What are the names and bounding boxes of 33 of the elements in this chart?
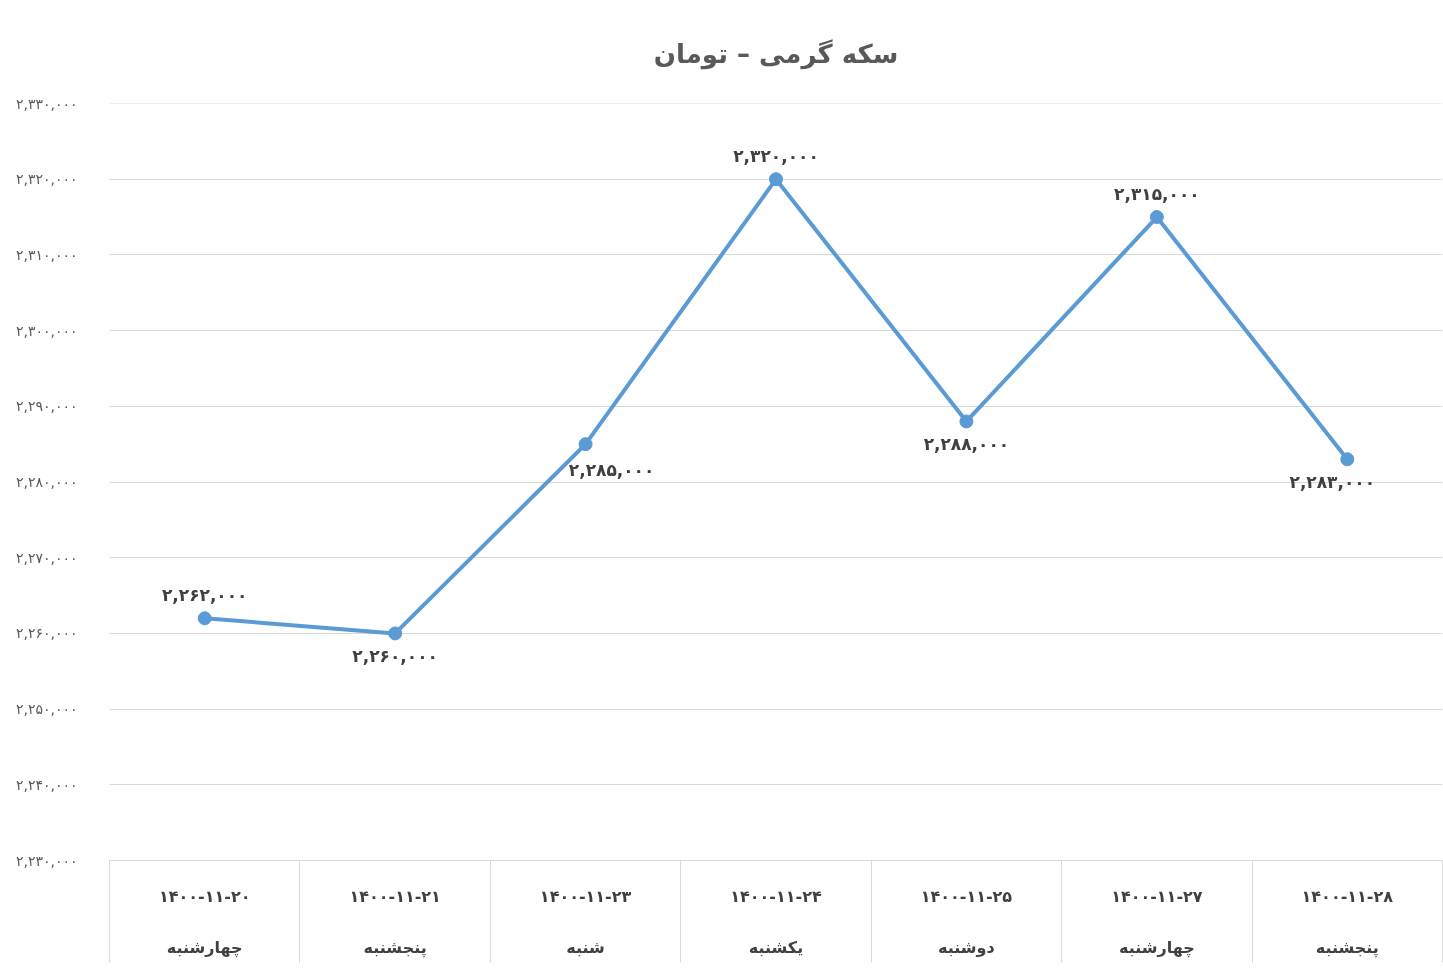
y-tick-label: ۲,۳۳۰,۰۰۰ <box>15 95 78 112</box>
data-label: ۲,۲۶۰,۰۰۰ <box>352 646 438 667</box>
chart-title: سکه گرمی – تومان <box>653 38 899 70</box>
data-label: ۲,۳۱۵,۰۰۰ <box>1114 184 1200 205</box>
category-label: ۱۴۰۰-۱۱-۲۳ شنبه <box>539 886 632 957</box>
y-tick-label: ۲,۲۷۰,۰۰۰ <box>15 549 78 566</box>
category-label: ۱۴۰۰-۱۱-۲۴ یکشنبه <box>730 886 822 957</box>
y-tick-label: ۲,۳۲۰,۰۰۰ <box>15 171 78 188</box>
point <box>1149 210 1164 225</box>
data-label: ۲,۲۸۵,۰۰۰ <box>568 460 655 481</box>
data-label: ۲,۳۲۰,۰۰۰ <box>733 146 819 167</box>
y-tick-label: ۲,۲۸۰,۰۰۰ <box>15 474 78 490</box>
y-tick-label: ۲,۲۳۰,۰۰۰ <box>15 852 78 869</box>
data-label: ۲,۲۸۸,۰۰۰ <box>923 434 1010 455</box>
category-label: ۱۴۰۰-۱۱-۲۵ دوشنبه <box>920 886 1013 957</box>
y-tick-label: ۲,۲۴۰,۰۰۰ <box>15 776 78 793</box>
category-label: ۱۴۰۰-۱۱-۲۷ چهارشنبه <box>1111 886 1203 957</box>
data-label: ۲,۲۸۳,۰۰۰ <box>1289 472 1376 493</box>
point <box>197 611 212 626</box>
y-tick-label: ۲,۳۱۰,۰۰۰ <box>15 246 78 263</box>
category-label: ۱۴۰۰-۱۱-۲۸ پنجشنبه <box>1301 886 1393 957</box>
point <box>959 414 974 429</box>
data-label: ۲,۲۶۲,۰۰۰ <box>161 585 248 606</box>
point <box>578 437 593 452</box>
y-tick-label: ۲,۳۰۰,۰۰۰ <box>15 322 78 339</box>
y-tick-label: ۲,۲۹۰,۰۰۰ <box>15 398 78 415</box>
y-tick-label: ۲,۲۶۰,۰۰۰ <box>15 625 78 642</box>
point <box>1340 452 1355 467</box>
point <box>769 172 783 187</box>
category-label: ۱۴۰۰-۱۱-۲۱ پنجشنبه <box>349 886 441 957</box>
category-label: ۱۴۰۰-۱۱-۲۰ چهارشنبه <box>159 886 251 957</box>
point <box>388 626 403 641</box>
y-tick-label: ۲,۲۵۰,۰۰۰ <box>15 701 78 718</box>
